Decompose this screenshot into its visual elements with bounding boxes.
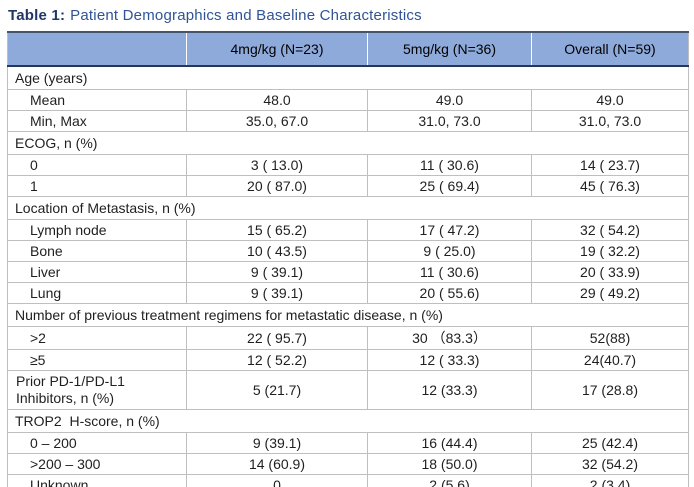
table-cell: 15 ( 65.2) bbox=[186, 219, 368, 241]
table-row: Mean 48.0 49.0 49.0 bbox=[7, 89, 689, 111]
table-cell: 48.0 bbox=[186, 89, 368, 111]
table-cell: 2 (3.4) bbox=[531, 474, 689, 487]
row-label: Bone bbox=[7, 240, 187, 262]
table-row: >200 – 300 14 (60.9) 18 (50.0) 32 (54.2) bbox=[7, 453, 689, 475]
table-title-text: Patient Demographics and Baseline Charac… bbox=[70, 7, 422, 24]
table-cell: 32 ( 54.2) bbox=[531, 219, 689, 241]
section-row: Age (years) bbox=[7, 65, 689, 90]
section-label: Number of previous treatment regimens fo… bbox=[7, 303, 689, 327]
column-header-5mgkg: 5mg/kg (N=36) bbox=[367, 31, 532, 67]
table-cell: 11 ( 30.6) bbox=[367, 154, 532, 176]
table-cell: 31.0, 73.0 bbox=[531, 110, 689, 132]
table-cell: 9 ( 25.0) bbox=[367, 240, 532, 262]
table-cell: 49.0 bbox=[367, 89, 532, 111]
column-header-4mgkg: 4mg/kg (N=23) bbox=[186, 31, 368, 67]
table-cell: 9 ( 39.1) bbox=[186, 261, 368, 283]
row-label: 1 bbox=[7, 175, 187, 197]
table-cell: 45 ( 76.3) bbox=[531, 175, 689, 197]
table-cell: 22 ( 95.7) bbox=[186, 326, 368, 350]
table-header-row: 4mg/kg (N=23) 5mg/kg (N=36) Overall (N=5… bbox=[7, 31, 689, 67]
table-cell: 12 ( 33.3) bbox=[367, 349, 532, 371]
table-title: Table 1: Patient Demographics and Baselin… bbox=[0, 0, 694, 24]
table-title-prefix: Table 1: bbox=[8, 7, 66, 24]
table-row: Lymph node 15 ( 65.2) 17 ( 47.2) 32 ( 54.2) bbox=[7, 219, 689, 241]
table-row: 1 20 ( 87.0) 25 ( 69.4) 45 ( 76.3) bbox=[7, 175, 689, 197]
table-cell: 25 (42.4) bbox=[531, 432, 689, 454]
row-label: Lymph node bbox=[7, 219, 187, 241]
section-row: ECOG, n (%) bbox=[7, 131, 689, 155]
table-row: 0 – 200 9 (39.1) 16 (44.4) 25 (42.4) bbox=[7, 432, 689, 454]
table-cell: 20 ( 33.9) bbox=[531, 261, 689, 283]
table-cell: 32 (54.2) bbox=[531, 453, 689, 475]
table-cell: 14 (60.9) bbox=[186, 453, 368, 475]
section-row: TROP2 H-score, n (%) bbox=[7, 409, 689, 433]
table-cell: 12 ( 52.2) bbox=[186, 349, 368, 371]
table-cell: 11 ( 30.6) bbox=[367, 261, 532, 283]
table-cell: 52(88) bbox=[531, 326, 689, 350]
row-label: Mean bbox=[7, 89, 187, 111]
table-cell: 49.0 bbox=[531, 89, 689, 111]
table-row: Liver 9 ( 39.1) 11 ( 30.6) 20 ( 33.9) bbox=[7, 261, 689, 283]
table-cell: 20 ( 55.6) bbox=[367, 282, 532, 304]
row-label: ≥5 bbox=[7, 349, 187, 371]
table-cell: 29 ( 49.2) bbox=[531, 282, 689, 304]
row-label: >200 – 300 bbox=[7, 453, 187, 475]
table-cell: 14 ( 23.7) bbox=[531, 154, 689, 176]
table-cell: 19 ( 32.2) bbox=[531, 240, 689, 262]
table-row: ≥5 12 ( 52.2) 12 ( 33.3) 24(40.7) bbox=[7, 349, 689, 371]
table-cell: 31.0, 73.0 bbox=[367, 110, 532, 132]
table-cell: 17 ( 47.2) bbox=[367, 219, 532, 241]
section-row: Location of Metastasis, n (%) bbox=[7, 196, 689, 220]
table-cell: 18 (50.0) bbox=[367, 453, 532, 475]
row-label: >2 bbox=[7, 326, 187, 350]
table-cell: 10 ( 43.5) bbox=[186, 240, 368, 262]
table-row: Prior PD-1/PD-L1 Inhibitors, n (%) 5 (21.… bbox=[7, 370, 689, 410]
section-label: Age (years) bbox=[7, 65, 689, 90]
table-row: Lung 9 ( 39.1) 20 ( 55.6) 29 ( 49.2) bbox=[7, 282, 689, 304]
section-label: Location of Metastasis, n (%) bbox=[7, 196, 689, 220]
table-row: >2 22 ( 95.7) 30 （83.3） 52(88) bbox=[7, 326, 689, 350]
table-cell: 12 (33.3) bbox=[367, 370, 532, 410]
demographics-table: 4mg/kg (N=23) 5mg/kg (N=36) Overall (N=5… bbox=[7, 31, 689, 487]
table-body: Age (years) Mean 48.0 49.0 49.0 Min, Max 35.0,… bbox=[7, 65, 689, 487]
table-cell: 25 ( 69.4) bbox=[367, 175, 532, 197]
section-row: Number of previous treatment regimens fo… bbox=[7, 303, 689, 327]
column-header-overall: Overall (N=59) bbox=[531, 31, 689, 67]
table-cell: 3 ( 13.0) bbox=[186, 154, 368, 176]
row-label: Prior PD-1/PD-L1 Inhibitors, n (%) bbox=[7, 370, 187, 410]
table-cell: 9 (39.1) bbox=[186, 432, 368, 454]
table-cell: 5 (21.7) bbox=[186, 370, 368, 410]
table-row: Min, Max 35.0, 67.0 31.0, 73.0 31.0, 73.0 bbox=[7, 110, 689, 132]
table-cell: 2 (5.6) bbox=[367, 474, 532, 487]
row-label: 0 bbox=[7, 154, 187, 176]
table-row: Bone 10 ( 43.5) 9 ( 25.0) 19 ( 32.2) bbox=[7, 240, 689, 262]
row-label: Min, Max bbox=[7, 110, 187, 132]
column-header-empty bbox=[7, 31, 187, 67]
section-label: ECOG, n (%) bbox=[7, 131, 689, 155]
table-cell: 17 (28.8) bbox=[531, 370, 689, 410]
table-cell: 9 ( 39.1) bbox=[186, 282, 368, 304]
row-label: Lung bbox=[7, 282, 187, 304]
table-cell: 0 bbox=[186, 474, 368, 487]
row-label: 0 – 200 bbox=[7, 432, 187, 454]
section-label: TROP2 H-score, n (%) bbox=[7, 409, 689, 433]
table-cell: 30 （83.3） bbox=[367, 326, 532, 350]
table-cell: 24(40.7) bbox=[531, 349, 689, 371]
table-cell: 35.0, 67.0 bbox=[186, 110, 368, 132]
row-label: Unknown bbox=[7, 474, 187, 487]
table-cell: 20 ( 87.0) bbox=[186, 175, 368, 197]
table-cell: 16 (44.4) bbox=[367, 432, 532, 454]
table-row: Unknown 0 2 (5.6) 2 (3.4) bbox=[7, 474, 689, 487]
row-label: Liver bbox=[7, 261, 187, 283]
